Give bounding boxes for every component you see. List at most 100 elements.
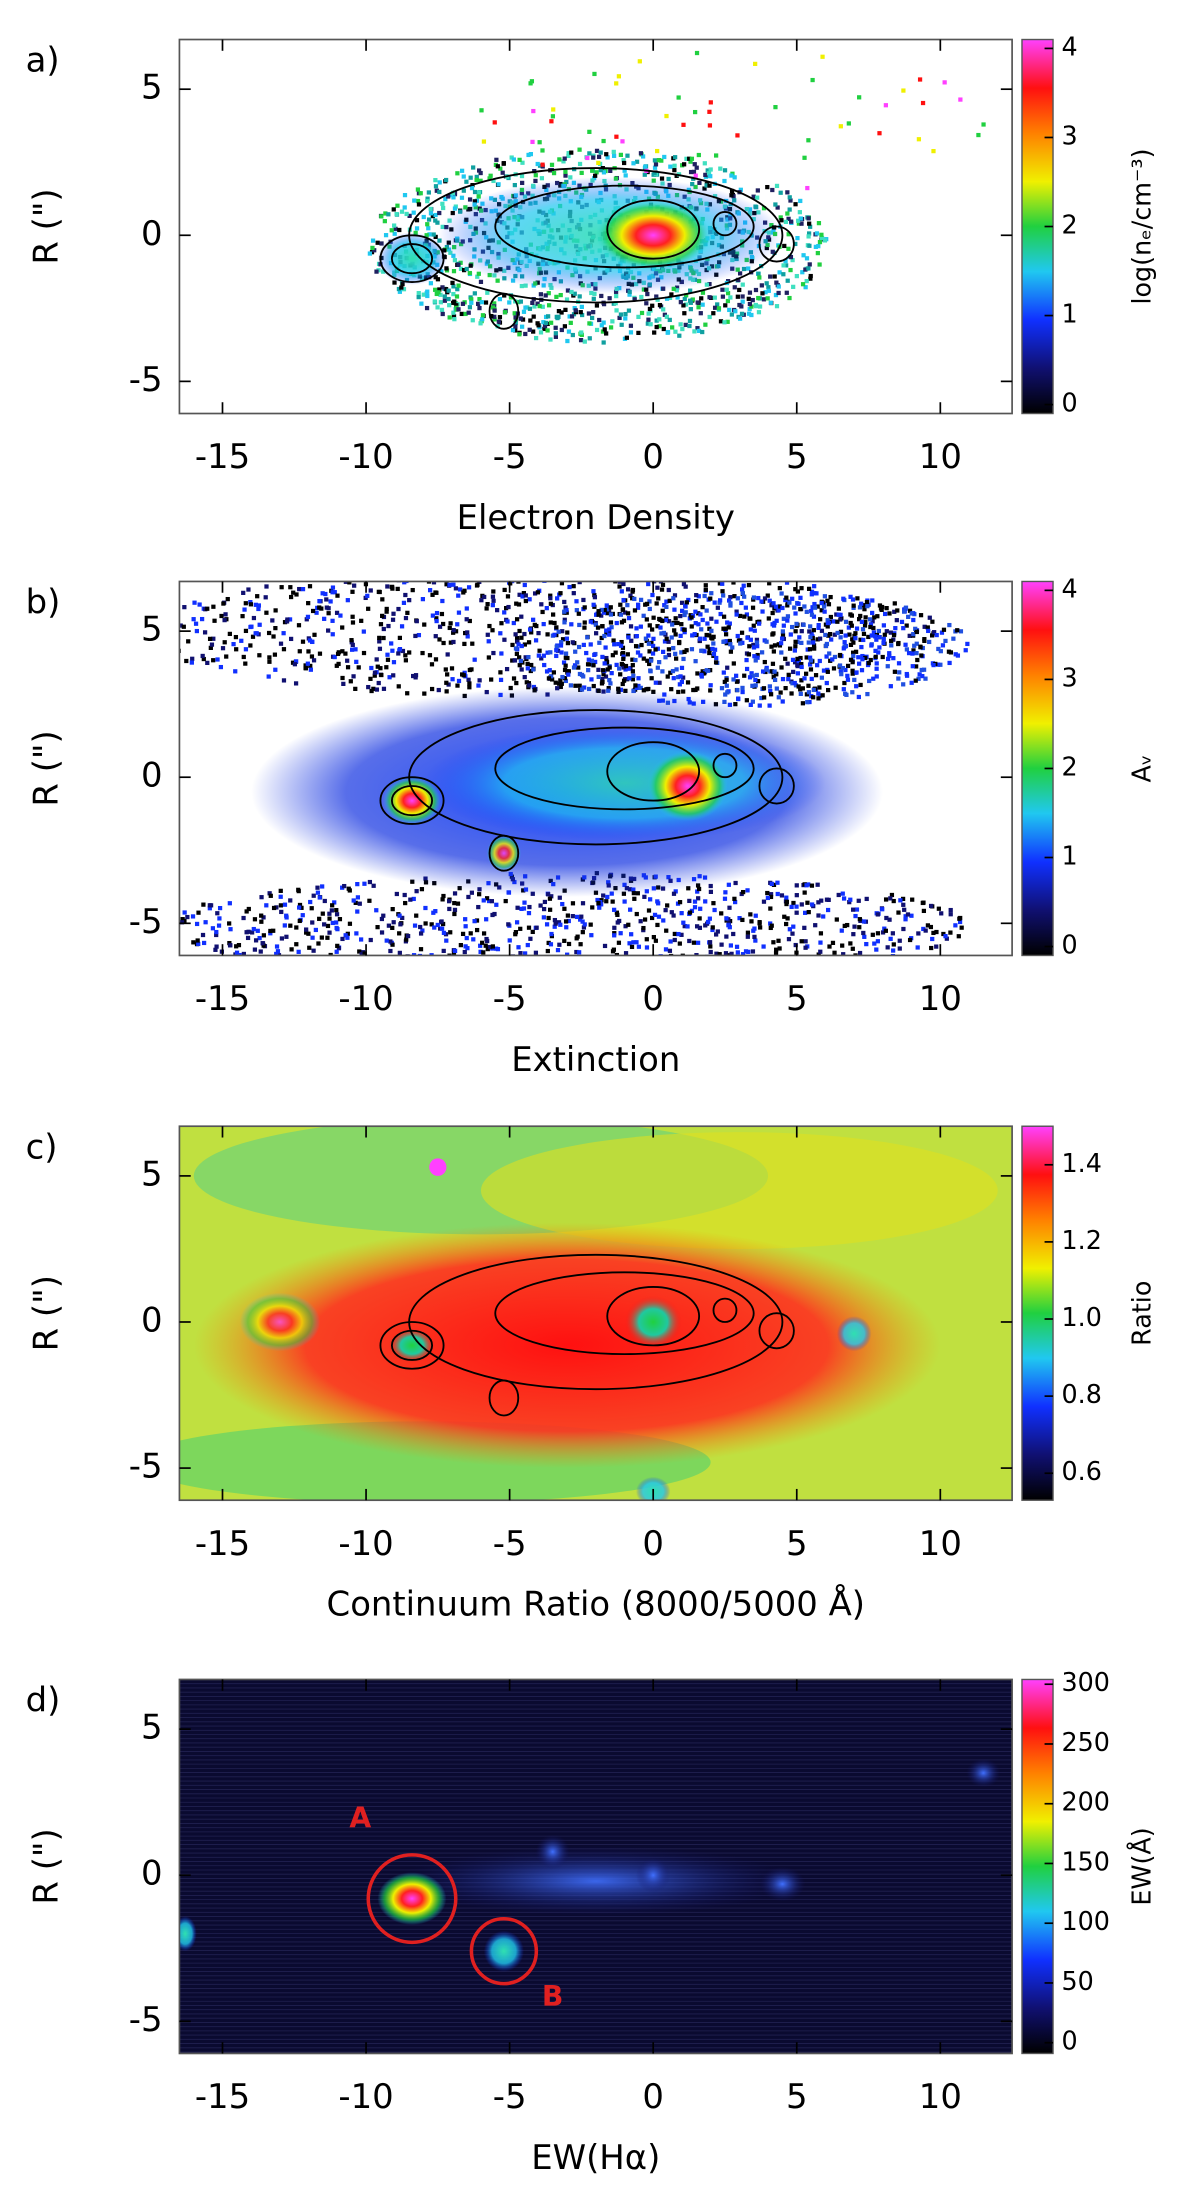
pixel [575,934,580,939]
pixel [591,663,596,668]
pixel [555,315,560,321]
pixel [751,595,757,600]
pixel [513,315,518,320]
pixel [469,297,474,302]
colorbar-tick-label: 0.8 [1061,1379,1101,1409]
pixel [430,213,435,219]
pixel [498,670,503,675]
pixel [838,635,843,640]
pixel [554,653,559,659]
pixel [601,672,606,677]
pixel [461,174,466,179]
pixel [808,224,813,229]
pixel [592,595,598,600]
pixel [455,901,461,906]
pixel [646,633,651,638]
pixel [925,625,930,630]
pixel [884,629,889,634]
pixel [652,170,657,176]
pixel [613,581,618,584]
pixel [437,180,442,185]
pixel [906,650,912,656]
pixel [753,302,758,308]
pixel [215,657,220,662]
pixel [455,622,460,627]
pixel [437,210,442,216]
pixel [939,630,945,635]
pixel [578,917,583,922]
pixel [764,667,769,672]
pixel [566,918,571,924]
pixel [647,661,652,667]
pixel [958,97,963,102]
pixel [830,940,836,945]
pixel [906,614,911,620]
pixel [735,633,740,639]
pixel [532,622,537,628]
pixel [803,285,808,290]
pixel [722,168,728,173]
pixel [497,297,503,302]
pixel [272,652,278,657]
pixel [765,296,770,301]
pixel [407,577,411,581]
pixel [517,969,521,973]
pixel [856,694,861,700]
pixel [201,656,206,662]
pixel [527,306,533,311]
pixel [274,951,279,956]
pixel [725,291,731,296]
pixel [786,937,792,942]
pixel [719,942,724,947]
blob [193,1222,941,1469]
pixel [320,911,325,916]
heatmap [179,569,1013,974]
pixel [821,914,826,919]
pixel [336,946,342,951]
pixel [520,324,525,329]
pixel [695,940,701,945]
pixel [670,970,674,974]
pixel [625,569,629,573]
pixel [786,672,791,677]
pixel [842,923,847,929]
pixel [798,687,803,692]
pixel [774,183,780,189]
pixel [921,908,927,914]
pixel [415,187,421,192]
pixel [595,897,600,903]
pixel [561,159,566,164]
pixel [335,943,340,948]
pixel [402,892,407,898]
pixel [713,660,719,665]
pixel [865,691,870,697]
y-axis-label: R (") [27,188,66,264]
pixel [696,622,701,627]
pixel [922,637,927,642]
pixel [207,903,212,908]
pixel [771,601,776,606]
pixel [764,281,769,286]
pixel [481,139,487,144]
pixel [379,930,385,935]
pixel [789,219,794,224]
pixel [763,669,768,675]
pixel [516,963,520,967]
pixel [914,641,919,646]
pixel [872,615,877,620]
pixel [848,941,853,946]
pixel [678,300,683,305]
pixel [721,670,726,675]
pixel [566,669,571,674]
pixel [798,607,803,612]
pixel [707,109,712,114]
pixel [757,275,762,280]
pixel [793,611,798,616]
pixel [560,674,565,680]
pixel [714,153,719,158]
pixel [551,612,556,617]
pixel [929,633,935,638]
pixel [522,675,527,680]
pixel [489,899,494,904]
pixel [885,945,890,950]
